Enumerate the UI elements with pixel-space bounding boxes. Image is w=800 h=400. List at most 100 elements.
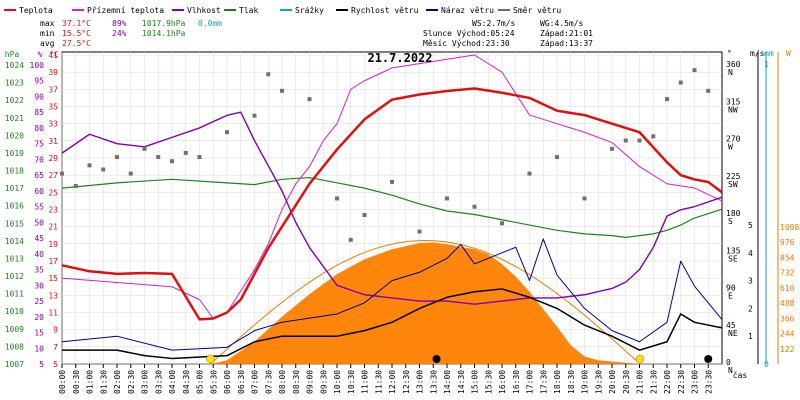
wind-dir-point [252, 113, 257, 118]
wind-dir-point [142, 146, 147, 151]
wind-dir-point [582, 196, 587, 201]
x-tick-label: 09:00 [306, 370, 315, 394]
x-tick-label: 16:00 [498, 370, 507, 394]
dir-tick-cardinal: N [728, 68, 733, 77]
legend-label-4: Srážky [295, 6, 324, 15]
degc-tick-label: 41 [48, 51, 58, 60]
legend-label-5: Rychlost větru [351, 6, 419, 15]
dir-axis-unit: ° [727, 49, 732, 58]
x-tick-label: 15:00 [471, 370, 480, 394]
x-tick-label: 17:00 [526, 370, 535, 394]
wind-dir-point [335, 196, 339, 201]
hpa-tick-label: 1009 [5, 325, 24, 334]
degc-tick-label: 13 [48, 291, 58, 300]
x-tick-label: 13:30 [429, 370, 438, 394]
x-tick-label: 00:30 [72, 370, 81, 394]
solar-max-curve [210, 239, 638, 365]
x-axis-label: čas [733, 370, 748, 380]
info-block: WS:2.7m/s WG:4.5m/s Slunce Východ:05:24 … [423, 19, 593, 48]
wm2-tick-label: 610 [780, 284, 795, 293]
pct-tick-label: 30 [34, 281, 44, 290]
dir-tick-cardinal: SW [728, 180, 738, 189]
degc-axis-unit: °C [49, 50, 59, 59]
hpa-tick-label: 1021 [5, 114, 24, 123]
x-tick-label: 06:30 [237, 370, 246, 394]
hpa-tick-label: 1012 [5, 272, 24, 281]
x-tick-label: 04:30 [182, 370, 191, 394]
degc-tick-label: 5 [53, 360, 58, 369]
x-tick-label: 11:00 [361, 370, 370, 394]
wind-dir-point [183, 150, 188, 155]
wind-dir-point [445, 196, 449, 201]
legend-label-2: Vlhkost [187, 6, 221, 15]
wind-dir-point [390, 179, 394, 184]
x-tick-label: 22:30 [677, 370, 686, 394]
wm2-tick-label: 488 [780, 299, 795, 308]
x-tick-label: 22:00 [663, 370, 672, 394]
degc-tick-label: 15 [48, 274, 58, 283]
x-tick-label: 13:00 [416, 370, 425, 394]
x-tick-label: 14:30 [457, 370, 466, 394]
degc-tick-label: 17 [48, 257, 58, 266]
stats-press-min: 1014.1hPa [142, 29, 186, 38]
wind-dir-point [101, 167, 106, 172]
wind-dir-point [73, 184, 78, 189]
x-tick-label: 17:30 [539, 370, 548, 394]
x-tick-label: 04:00 [168, 370, 177, 394]
wind-dir-point [362, 213, 367, 217]
x-tick-label: 19:00 [581, 370, 590, 394]
x-tick-label: 10:30 [347, 370, 356, 394]
ms-tick-label: 4 [748, 249, 753, 258]
hpa-tick-label: 1024 [5, 61, 24, 70]
wind-dir-point [623, 138, 628, 143]
ms-axis-unit: m/s [750, 49, 765, 58]
x-tick-label: 20:00 [608, 370, 617, 394]
pct-tick-label: 25 [34, 297, 44, 306]
x-tick-label: 15:30 [484, 370, 493, 394]
x-tick-label: 03:30 [154, 370, 163, 394]
x-tick-label: 23:00 [691, 370, 700, 394]
moon-set-marker [432, 355, 441, 363]
degc-tick-label: 21 [48, 223, 58, 232]
pct-tick-label: 20 [34, 313, 44, 322]
x-tick-label: 05:00 [196, 370, 205, 394]
wind-dir-point [348, 237, 353, 242]
stats-press-max: 1017.9hPa [142, 19, 186, 28]
degc-tick-label: 9 [53, 326, 58, 335]
x-tick-label: 12:30 [402, 370, 411, 394]
pct-tick-label: 70 [34, 155, 44, 164]
hpa-tick-label: 1013 [5, 254, 24, 263]
dir-tick-value: 270 [726, 135, 741, 144]
x-tick-label: 18:30 [567, 370, 576, 394]
dir-tick-value: 315 [726, 97, 741, 106]
stats-label-min: min [40, 29, 55, 38]
wm2-tick-label: 1098 [780, 223, 799, 232]
x-tick-label: 11:30 [374, 370, 383, 394]
legend-label-6: Náraz větru [441, 6, 494, 15]
legend-label-3: Tlak [239, 6, 258, 15]
wind-dir-point [472, 204, 477, 209]
degc-tick-label: 29 [48, 154, 58, 163]
hpa-tick-label: 1015 [5, 219, 24, 228]
mm-tick-label: 0 [764, 360, 769, 369]
stats-label-max: max [40, 19, 55, 28]
hpa-tick-label: 1023 [5, 79, 24, 88]
sun-rise-marker [206, 354, 215, 364]
x-tick-label: 10:00 [333, 370, 342, 394]
pct-tick-label: 40 [34, 250, 44, 259]
x-tick-label: 00:00 [58, 370, 67, 394]
pct-tick-label: 85 [34, 108, 44, 117]
x-tick-label: 07:30 [264, 370, 273, 394]
stats-block: max min avg 37.1°C 15.5°C 27.5°C 89% 24%… [40, 19, 222, 48]
wind-dir-point [610, 146, 614, 151]
wind-dir-point [60, 171, 64, 176]
wm2-tick-label: 366 [780, 314, 795, 323]
dir-tick-value: 360 [726, 60, 741, 69]
moon-rise-marker [704, 355, 713, 363]
x-tick-label: 16:30 [512, 370, 521, 394]
wind-dir-point [527, 171, 532, 176]
wm2-tick-label: 122 [780, 345, 795, 354]
stats-rain: 0.0mm [198, 19, 222, 28]
x-tick-label: 05:30 [209, 370, 218, 394]
